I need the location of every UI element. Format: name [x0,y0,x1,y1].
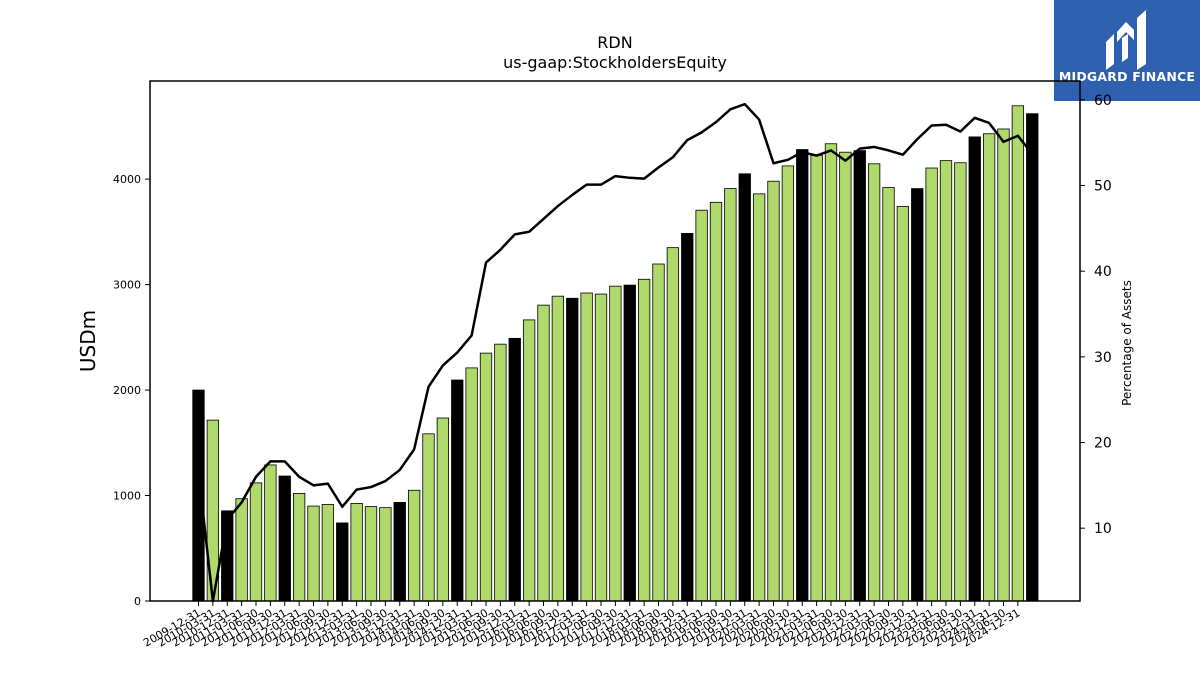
bar [508,337,521,602]
bar [264,464,277,602]
bar [465,367,478,602]
bar [925,167,938,602]
y2-tick-label: 20 [1094,436,1112,452]
midgard-logo-icon [1106,10,1146,70]
bar [752,193,766,602]
bar [853,150,866,602]
y-tick-label: 0 [134,595,141,608]
bar [566,297,579,602]
y-tick-label: 3000 [113,279,141,292]
bar [637,278,651,602]
bar [336,522,349,602]
bar [796,149,809,602]
bar [594,293,608,602]
bar [810,154,823,602]
y2-tick-label: 30 [1094,350,1112,366]
bar [350,503,363,602]
bar [1011,105,1025,602]
bar [393,501,406,602]
y2-tick-label: 60 [1094,93,1112,109]
bar [307,505,320,602]
bar [551,295,565,602]
bar [407,489,421,602]
bar [537,304,550,602]
bar [235,498,248,602]
bar [479,352,493,602]
y-axis-label: USDm [76,310,100,372]
bar [580,292,593,602]
brand-logo: MIDGARD FINANCE [1054,0,1200,101]
bar [1026,113,1039,602]
y2-axis-label: Percentage of Assets [1120,280,1134,406]
logo-text: MIDGARD FINANCE [1058,69,1196,84]
bar [896,206,910,602]
bar [738,173,751,602]
y2-tick-label: 10 [1094,521,1112,537]
bar [709,201,723,602]
bar [192,389,205,602]
bar [867,163,881,602]
chart-title: RDN [597,33,633,52]
y2-tick-label: 40 [1094,264,1112,280]
bar [681,233,694,602]
bar [982,133,996,602]
y-tick-label: 4000 [113,173,141,186]
pct-assets-line [197,102,1034,603]
chart-subtitle: us-gaap:StockholdersEquity [503,53,727,72]
bar [522,319,536,602]
bar [422,433,435,602]
bar [278,475,291,602]
bar [997,128,1010,602]
bar [695,209,708,602]
bar [968,136,981,602]
bar [436,417,450,602]
bar [379,507,392,602]
y-tick-label: 1000 [113,490,141,503]
bar [292,493,306,602]
bar [824,143,838,602]
y2-tick-label: 50 [1094,179,1112,195]
bar [781,165,795,602]
bar [652,263,665,602]
y-tick-label: 2000 [113,384,141,397]
bar [767,180,780,602]
bar [364,506,378,602]
bar [609,285,622,602]
bar [911,188,924,602]
bar [724,188,737,602]
bar [249,482,263,602]
bar [451,379,464,602]
bar [882,187,895,602]
bar [623,284,636,602]
bar [839,151,852,602]
bar [939,160,953,602]
bar [494,343,507,602]
bar [954,162,967,602]
bar [666,247,680,602]
bar [321,504,335,602]
